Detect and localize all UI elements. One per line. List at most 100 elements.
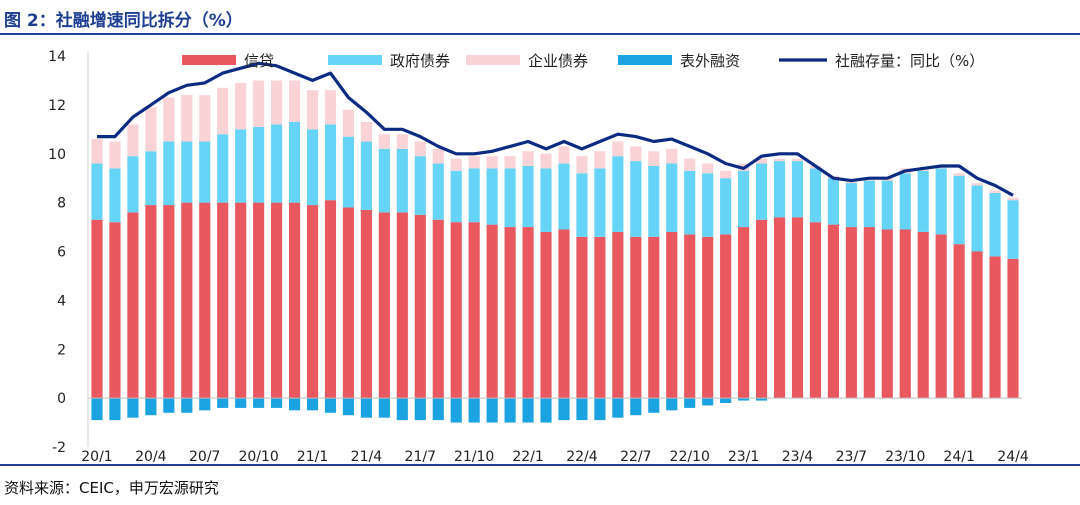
bar-22/7 bbox=[630, 236, 642, 399]
x-tick-label: 21/4 bbox=[351, 449, 383, 462]
bar-20/9 bbox=[235, 82, 247, 130]
bar-24/3 bbox=[989, 256, 1001, 399]
bar-20/4 bbox=[145, 107, 157, 152]
bar-20/6 bbox=[181, 202, 193, 399]
bar-23/9 bbox=[881, 180, 893, 230]
bar-21/6 bbox=[396, 212, 408, 399]
bar-23/3 bbox=[773, 158, 786, 162]
bar-24/4 bbox=[1007, 197, 1019, 201]
y-tick-label: 14 bbox=[48, 49, 66, 65]
bar-20/11 bbox=[271, 398, 283, 408]
bar-23/2 bbox=[755, 163, 768, 220]
bar-21/4 bbox=[360, 398, 372, 418]
bar-23/2 bbox=[755, 158, 768, 164]
bar-22/11 bbox=[702, 236, 714, 399]
bar-22/7 bbox=[630, 146, 642, 162]
bar-22/9 bbox=[666, 163, 678, 232]
bar-21/4 bbox=[360, 121, 372, 142]
legend-label: 企业债券 bbox=[528, 52, 588, 70]
legend-label: 政府债券 bbox=[390, 52, 450, 70]
bar-22/4 bbox=[576, 173, 588, 237]
bar-23/12 bbox=[935, 234, 947, 399]
bar-23/7 bbox=[845, 227, 857, 399]
x-tick-label: 24/1 bbox=[943, 449, 974, 462]
bar-21/2 bbox=[324, 90, 337, 125]
bar-23/1 bbox=[738, 227, 750, 399]
x-tick-label: 22/10 bbox=[670, 449, 710, 462]
x-tick-label: 22/7 bbox=[620, 449, 651, 462]
bar-21/10 bbox=[468, 168, 480, 223]
bar-21/11 bbox=[486, 398, 498, 423]
bar-20/7 bbox=[199, 398, 211, 411]
bar-20/4 bbox=[145, 398, 157, 416]
bar-23/6 bbox=[827, 224, 839, 399]
bar-20/3 bbox=[127, 398, 139, 418]
y-tick-label: -2 bbox=[52, 440, 66, 456]
bar-22/6 bbox=[612, 231, 624, 399]
bar-24/2 bbox=[971, 251, 983, 399]
bar-20/5 bbox=[163, 141, 175, 206]
bar-20/6 bbox=[181, 141, 193, 203]
tsf-breakdown-chart: 14 12 10 8 6 4 2 0 -2 20/1 20/4 20/7 20/10 21/1 21/4 21… bbox=[48, 49, 1029, 462]
bar-22/3 bbox=[558, 163, 570, 230]
x-tick-label: 23/10 bbox=[885, 449, 925, 462]
bar-23/1 bbox=[738, 398, 750, 401]
bar-20/1 bbox=[91, 219, 103, 399]
bar-22/5 bbox=[594, 151, 606, 169]
bar-23/5 bbox=[809, 222, 822, 399]
bar-22/9 bbox=[666, 148, 678, 164]
legend-swatch-2 bbox=[466, 55, 520, 65]
bar-20/8 bbox=[217, 202, 229, 399]
bar-23/4 bbox=[791, 161, 804, 218]
bar-23/10 bbox=[899, 229, 911, 399]
bar-20/2 bbox=[109, 222, 121, 399]
bar-20/4 bbox=[145, 151, 157, 206]
bar-22/9 bbox=[666, 231, 678, 399]
bar-21/12 bbox=[504, 398, 516, 423]
bar-23/1 bbox=[738, 170, 750, 228]
bar-24/3 bbox=[989, 192, 1001, 257]
bar-21/3 bbox=[342, 109, 355, 137]
bar-21/2 bbox=[324, 398, 337, 413]
bar-21/4 bbox=[360, 141, 372, 210]
bar-20/7 bbox=[199, 141, 211, 203]
bar-21/6 bbox=[396, 148, 408, 213]
x-tick-label: 22/4 bbox=[566, 449, 598, 462]
bar-22/8 bbox=[648, 398, 660, 413]
bar-21/9 bbox=[450, 158, 462, 171]
bar-23/2 bbox=[755, 219, 768, 399]
bar-21/8 bbox=[432, 148, 444, 164]
bar-22/10 bbox=[684, 234, 696, 399]
bar-20/10 bbox=[253, 80, 265, 127]
bar-22/6 bbox=[612, 141, 624, 157]
bar-23/9 bbox=[881, 229, 893, 399]
bar-21/3 bbox=[342, 398, 355, 416]
bar-21/2 bbox=[324, 200, 337, 399]
bar-20/7 bbox=[199, 95, 211, 142]
bar-21/2 bbox=[324, 124, 337, 201]
bar-20/5 bbox=[163, 205, 175, 399]
bar-24/1 bbox=[953, 173, 965, 176]
bar-20/6 bbox=[181, 95, 193, 142]
bar-22/5 bbox=[594, 168, 606, 237]
bar-22/10 bbox=[684, 158, 696, 171]
y-tick-label: 6 bbox=[57, 245, 66, 261]
bar-21/9 bbox=[450, 222, 462, 399]
bar-20/10 bbox=[253, 126, 265, 203]
bar-21/10 bbox=[468, 156, 480, 169]
bar-23/8 bbox=[863, 180, 875, 228]
bar-22/9 bbox=[666, 398, 678, 411]
bar-20/11 bbox=[271, 80, 283, 125]
bar-23/3 bbox=[773, 217, 786, 399]
bar-20/12 bbox=[288, 80, 301, 122]
bar-20/1 bbox=[91, 398, 103, 421]
bar-23/10 bbox=[899, 173, 911, 230]
bar-21/11 bbox=[486, 168, 498, 225]
bar-22/4 bbox=[576, 156, 588, 174]
bar-21/12 bbox=[504, 156, 516, 169]
bar-20/9 bbox=[235, 202, 247, 399]
x-tick-label: 20/1 bbox=[81, 449, 112, 462]
bar-22/6 bbox=[612, 156, 624, 232]
bar-20/1 bbox=[91, 163, 103, 220]
bar-23/12 bbox=[935, 168, 947, 235]
